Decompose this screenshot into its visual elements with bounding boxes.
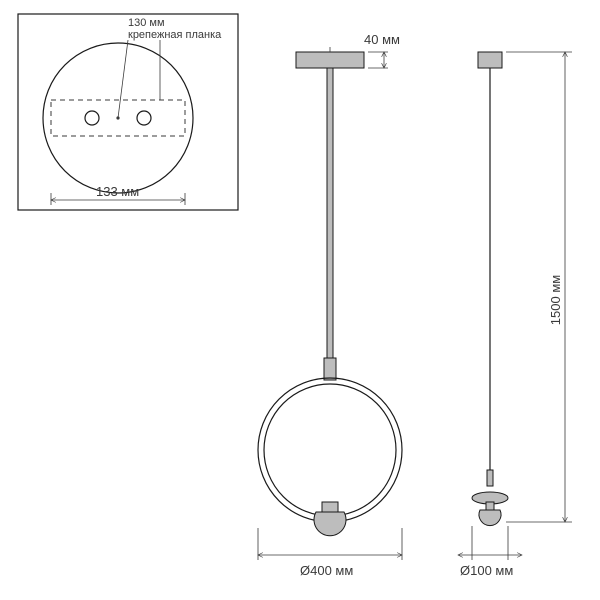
dim-total-height: 1500 мм — [548, 275, 563, 325]
inset-detail: 130 мм крепежная планка 133 мм — [18, 14, 238, 210]
dim-ring-diameter: Ø400 мм — [300, 563, 353, 578]
technical-drawing: 130 мм крепежная планка 133 мм 40 мм — [0, 0, 600, 600]
dim-canopy-height: 40 мм — [364, 32, 400, 47]
side-view: 1500 мм Ø100 мм — [458, 52, 572, 578]
inset-dim-bottom: 133 мм — [96, 184, 139, 199]
front-view: 40 мм Ø400 мм — [258, 32, 402, 578]
inset-label-name: крепежная планка — [128, 29, 222, 41]
dim-bulb-diameter: Ø100 мм — [460, 563, 513, 578]
inset-dim-top: 130 мм — [128, 17, 165, 29]
